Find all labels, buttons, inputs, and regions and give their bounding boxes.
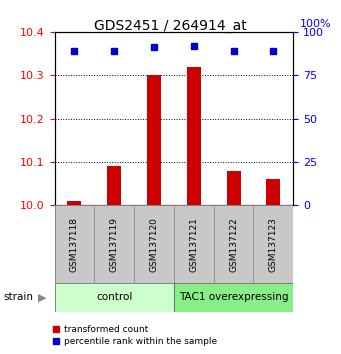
Text: GSM137119: GSM137119 — [110, 217, 119, 272]
Bar — [253, 205, 293, 283]
Legend: transformed count, percentile rank within the sample: transformed count, percentile rank withi… — [49, 321, 221, 349]
Bar — [134, 205, 174, 283]
Bar — [174, 205, 214, 283]
Bar — [55, 205, 94, 283]
Text: ▶: ▶ — [38, 292, 46, 302]
Text: GSM137120: GSM137120 — [149, 217, 159, 272]
Text: GSM137122: GSM137122 — [229, 217, 238, 272]
Text: strain: strain — [3, 292, 33, 302]
Bar — [147, 75, 161, 205]
Bar — [187, 67, 201, 205]
Text: GSM137118: GSM137118 — [70, 217, 79, 272]
Text: TAC1 overexpressing: TAC1 overexpressing — [179, 292, 288, 302]
Bar — [227, 171, 240, 205]
Text: GDS2451 / 264914_at: GDS2451 / 264914_at — [94, 19, 247, 34]
Text: GSM137123: GSM137123 — [269, 217, 278, 272]
Bar — [55, 283, 174, 312]
Bar — [107, 166, 121, 205]
Bar — [68, 201, 81, 205]
Bar — [266, 179, 280, 205]
Bar — [94, 205, 134, 283]
Bar — [174, 283, 293, 312]
Text: control: control — [96, 292, 132, 302]
Text: GSM137121: GSM137121 — [189, 217, 198, 272]
Bar — [214, 205, 253, 283]
Text: 100%: 100% — [300, 19, 332, 29]
